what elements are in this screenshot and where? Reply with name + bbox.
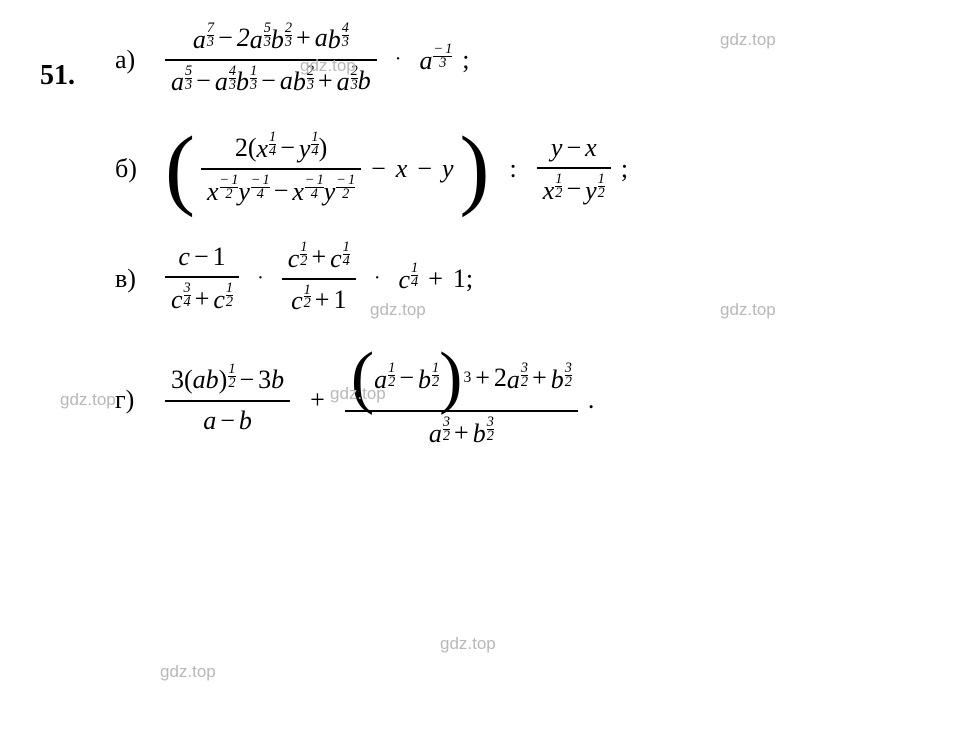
part-label-a: а): [115, 45, 145, 75]
watermark: gdz.top: [160, 662, 216, 682]
fraction-d2: ( a12 − b12 )3 + 2a32 + b32 a32 + b: [345, 348, 578, 451]
math-a: a73 − 2a53b23 + ab43 a53 − a43b13 − ab23…: [165, 20, 474, 99]
watermark: gdz.top: [440, 634, 496, 654]
math-b: ( 2( x14 − y14 ) x−12y−14 − x−14y−12: [165, 129, 632, 208]
math-c: c−1 c34 + c12 · c12 + c14: [165, 239, 473, 318]
fraction-c1: c−1 c34 + c12: [165, 240, 239, 317]
close-paren: ): [460, 133, 490, 205]
mult-dot: ·: [395, 48, 402, 71]
fraction-c2: c12 + c14 c12 +1: [282, 239, 356, 318]
fraction-d1: 3(ab)12 −3b a−b: [165, 361, 290, 438]
parts-container: а) a73 − 2a53b23 + ab43 a53 − a43b13: [115, 20, 940, 451]
part-label-d: г): [115, 385, 145, 415]
part-d: г) 3(ab)12 −3b a−b + ( a12 − b12: [115, 348, 940, 451]
part-label-b: б): [115, 154, 145, 184]
fraction-a1: a73 − 2a53b23 + ab43 a53 − a43b13 − ab23…: [165, 20, 377, 99]
problem-block: 51. а) a73 − 2a53b23 + ab43 a53 −: [40, 20, 940, 451]
fraction-b2: y−x x12 − y12: [537, 131, 611, 208]
part-b: б) ( 2( x14 − y14 ) x−12y−14 − x−14y: [115, 129, 940, 208]
open-paren: (: [165, 133, 195, 205]
math-d: 3(ab)12 −3b a−b + ( a12 − b12 )3 +: [165, 348, 598, 451]
part-a: а) a73 − 2a53b23 + ab43 a53 − a43b13: [115, 20, 940, 99]
fraction-b1: 2( x14 − y14 ) x−12y−14 − x−14y−12: [201, 129, 361, 208]
part-label-c: в): [115, 264, 145, 294]
part-c: в) c−1 c34 + c12 · c12 + c14: [115, 239, 940, 318]
problem-number: 51.: [40, 60, 75, 92]
